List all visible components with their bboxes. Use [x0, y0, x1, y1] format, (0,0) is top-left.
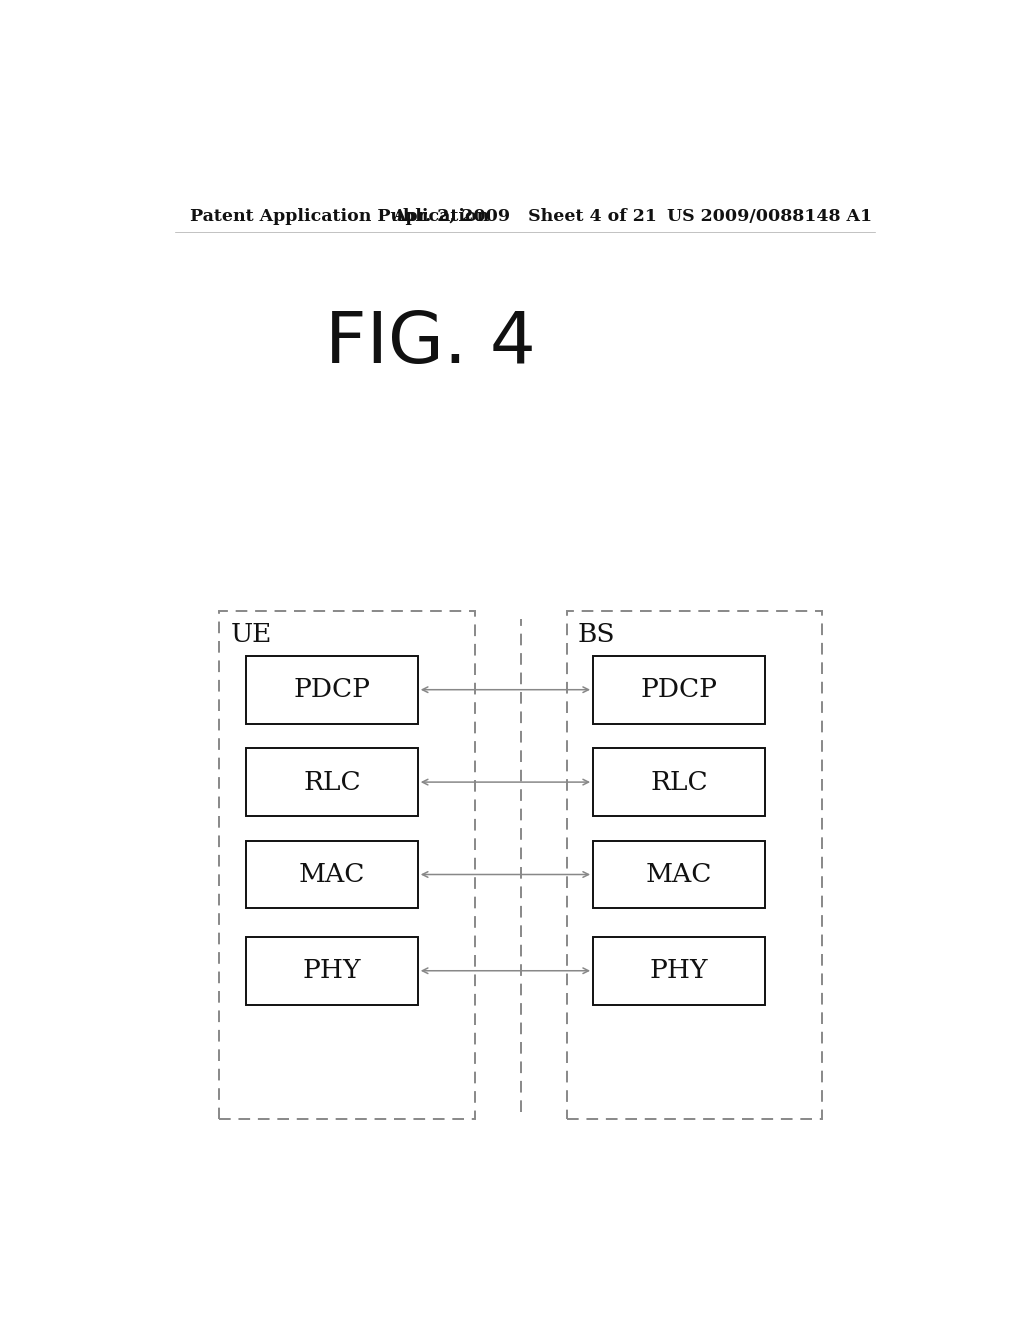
Text: RLC: RLC	[650, 770, 708, 795]
Bar	[593, 841, 765, 908]
Text: PDCP: PDCP	[293, 677, 371, 702]
Bar	[593, 748, 765, 816]
Bar	[246, 841, 418, 908]
Bar	[593, 937, 765, 1005]
Bar	[593, 656, 765, 723]
Bar	[246, 656, 418, 723]
Text: BS: BS	[578, 622, 615, 647]
Text: PDCP: PDCP	[641, 677, 718, 702]
Text: MAC: MAC	[299, 862, 365, 887]
Text: RLC: RLC	[303, 770, 360, 795]
Bar	[566, 611, 822, 1119]
Text: PHY: PHY	[650, 958, 709, 983]
Text: Apr. 2, 2009   Sheet 4 of 21: Apr. 2, 2009 Sheet 4 of 21	[392, 207, 657, 224]
Text: UE: UE	[230, 622, 271, 647]
Text: FIG. 4: FIG. 4	[325, 309, 536, 378]
Bar	[246, 748, 418, 816]
Text: PHY: PHY	[302, 958, 361, 983]
Text: US 2009/0088148 A1: US 2009/0088148 A1	[667, 207, 872, 224]
Text: MAC: MAC	[646, 862, 713, 887]
Bar	[219, 611, 475, 1119]
Bar	[246, 937, 418, 1005]
Text: Patent Application Publication: Patent Application Publication	[190, 207, 489, 224]
